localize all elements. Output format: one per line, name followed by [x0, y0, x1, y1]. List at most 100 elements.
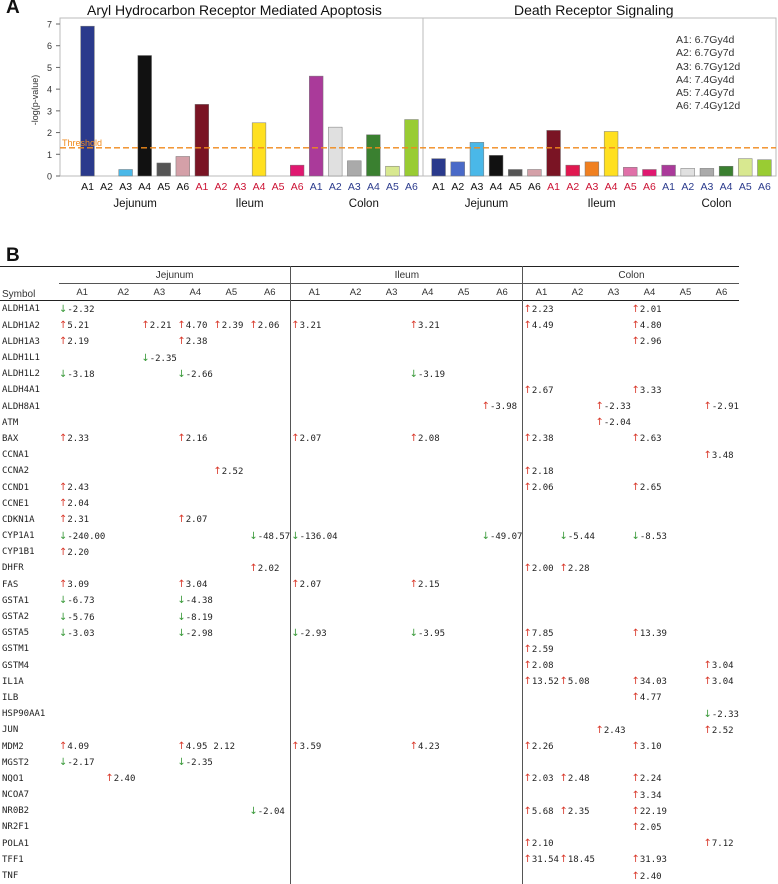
fold-change-cell [374, 382, 410, 398]
fold-change-cell [338, 787, 374, 803]
fold-change-value: 2.38 [531, 434, 554, 445]
fold-change-cell [290, 511, 338, 528]
up-arrow-icon: ↑ [291, 433, 300, 445]
fold-change-cell [446, 625, 482, 641]
fold-change-cell [141, 690, 177, 706]
x-tick-label: A4 [367, 181, 380, 193]
down-arrow-icon: ↓ [291, 627, 300, 639]
down-arrow-icon: ↓ [59, 627, 68, 639]
fold-change-cell [374, 447, 410, 463]
fold-change-cell [105, 479, 141, 495]
panel-a-label: A [6, 0, 20, 18]
fold-change-value: 2.16 [185, 434, 208, 445]
fold-change-cell [290, 608, 338, 626]
fold-change-cell [105, 755, 141, 771]
fold-change-cell [410, 803, 446, 819]
group-label: Jejunum [113, 198, 156, 210]
fold-change-cell: ↓-2.33 [703, 706, 739, 722]
fold-change-cell [249, 479, 290, 495]
up-arrow-icon: ↑ [59, 320, 68, 332]
fold-change-cell [249, 690, 290, 706]
fold-change-cell [446, 415, 482, 431]
up-arrow-icon: ↑ [291, 579, 300, 591]
fold-change-cell: ↑2.33 [59, 431, 105, 447]
fold-change-cell [249, 722, 290, 738]
bar [699, 168, 715, 177]
down-arrow-icon: ↓ [703, 708, 712, 720]
y-tick-label: 7 [47, 20, 52, 30]
table-row: TNF ↑2.40 [0, 867, 739, 884]
up-arrow-icon: ↑ [631, 870, 640, 882]
fold-change-cell [249, 350, 290, 366]
fold-change-cell: ↑4.23 [410, 738, 446, 754]
bar [328, 126, 343, 177]
fold-change-cell [703, 528, 739, 544]
fold-change-value: 2.07 [299, 434, 322, 445]
fold-change-cell: ↑22.19 [631, 803, 667, 819]
fold-change-cell [595, 803, 631, 819]
fold-change-cell [482, 836, 523, 852]
fold-change-cell [410, 852, 446, 868]
fold-change-cell [59, 771, 105, 787]
down-arrow-icon: ↓ [59, 303, 68, 315]
fold-change-cell [338, 609, 374, 625]
fold-change-cell [410, 722, 446, 738]
fold-change-value: 2.23 [531, 304, 554, 315]
fold-change-cell [374, 577, 410, 593]
fold-change-cell [667, 463, 703, 479]
fold-change-cell: ↑2.19 [59, 334, 105, 350]
bar [385, 165, 400, 177]
gene-symbol: BAX [2, 433, 19, 444]
fold-change-cell [482, 577, 523, 593]
fold-change-cell: ↑4.95 [177, 738, 213, 754]
fold-change-cell: ↑-2.33 [595, 399, 631, 415]
fold-change-cell [559, 577, 595, 593]
gene-symbol: CCNA1 [2, 450, 30, 461]
fold-change-cell [338, 479, 374, 495]
fold-change-cell [59, 690, 105, 706]
fold-change-value: -8.19 [185, 612, 213, 623]
x-tick-label: A5 [157, 181, 170, 193]
fold-change-cell [249, 706, 290, 722]
fold-change-cell [249, 755, 290, 771]
fold-change-cell [338, 301, 374, 318]
fold-change-cell [177, 836, 213, 852]
fold-change-cell [522, 544, 560, 561]
table-row: ALDH1A2 ↑5.21 ↑2.21 ↑4.70 ↑2.39 ↑2.06 ↑3.21 ↑3.… [0, 317, 739, 334]
fold-change-cell [213, 560, 249, 576]
fold-change-cell [141, 301, 177, 318]
fold-change-cell [290, 787, 338, 804]
fold-change-cell [667, 593, 703, 609]
fold-change-cell [213, 658, 249, 674]
fold-change-cell: ↑3.33 [631, 382, 667, 398]
fold-change-cell [374, 496, 410, 512]
fold-change-cell [141, 334, 177, 350]
fold-change-cell [290, 463, 338, 480]
fold-change-cell [667, 382, 703, 398]
y-axis-label: -log(p-value) [30, 75, 40, 126]
fold-change-cell [105, 382, 141, 398]
fold-change-cell: ↑2.39 [213, 318, 249, 334]
fold-change-cell: ↓-3.95 [410, 625, 446, 641]
fold-change-cell [338, 350, 374, 366]
fold-change-cell [177, 787, 213, 803]
fold-change-cell [446, 852, 482, 868]
bar [137, 55, 152, 177]
fold-change-cell [667, 366, 703, 382]
fold-change-cell [703, 301, 739, 318]
fold-change-cell [667, 803, 703, 819]
up-arrow-icon: ↑ [631, 482, 640, 494]
fold-change-value: -2.32 [67, 304, 95, 315]
fold-change-cell [338, 593, 374, 609]
fold-change-cell [338, 560, 374, 576]
fold-change-cell: ↑3.04 [177, 577, 213, 593]
fold-change-cell [141, 609, 177, 625]
table-row: CCNA1 ↑3.48 [0, 447, 739, 464]
fold-change-cell [559, 512, 595, 528]
bar [175, 156, 190, 177]
fold-change-cell [482, 431, 523, 447]
fold-change-cell [595, 674, 631, 690]
fold-change-cell [213, 755, 249, 771]
fold-change-cell [290, 398, 338, 415]
bar [431, 158, 446, 177]
